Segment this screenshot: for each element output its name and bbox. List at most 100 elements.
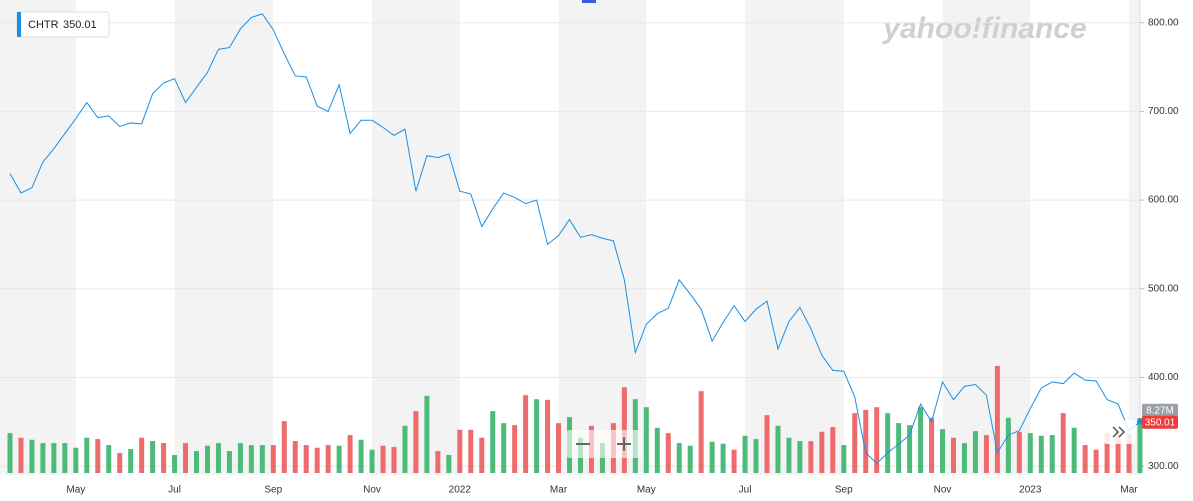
volume-bar	[1005, 417, 1011, 473]
period-band	[745, 0, 844, 475]
volume-bar	[874, 407, 880, 473]
volume-bar	[336, 445, 342, 473]
x-tick-label: Mar	[1120, 485, 1138, 496]
volume-bar	[654, 427, 660, 473]
volume-bar	[753, 439, 759, 473]
price-line	[9, 13, 1141, 465]
last-point	[1137, 418, 1143, 425]
volume-bar	[1104, 433, 1110, 473]
volume-bar	[940, 429, 946, 473]
volume-bar	[819, 431, 825, 473]
price-badge	[1142, 415, 1178, 429]
volume-bar	[1027, 433, 1033, 473]
volume-bar	[95, 439, 101, 473]
volume-bar	[226, 451, 232, 473]
volume-bar	[29, 439, 35, 473]
volume-bar	[1049, 435, 1055, 473]
volume-bar	[764, 415, 770, 473]
y-tick-label: 800.00	[1148, 17, 1179, 28]
volume-bar	[40, 443, 46, 473]
volume-bar	[994, 365, 1000, 473]
volume-bar	[139, 437, 145, 473]
volume-bar	[391, 447, 397, 473]
volume-bar	[731, 449, 737, 473]
y-tick-label: 700.00	[1148, 106, 1179, 117]
x-tick-label: May	[637, 485, 656, 496]
volume-bar	[490, 411, 496, 473]
volume-bar	[501, 423, 507, 473]
volume-bar	[1126, 433, 1132, 473]
volume-bar	[907, 425, 913, 473]
volume-bar	[424, 395, 430, 473]
expand-button[interactable]	[1104, 420, 1136, 444]
volume-bar	[852, 413, 858, 473]
background	[0, 0, 1141, 475]
volume-bar	[7, 433, 13, 473]
volume-bar	[972, 431, 978, 473]
volume-bar	[556, 423, 562, 473]
x-tick-label: Jul	[739, 485, 752, 496]
volume-bar	[84, 437, 90, 473]
volume-bar	[950, 437, 956, 473]
expand-icon[interactable]	[1112, 426, 1126, 438]
volume-bar	[380, 445, 386, 473]
x-tick-label: Nov	[363, 485, 381, 496]
volume-bar	[270, 445, 276, 473]
volume-bar	[435, 451, 441, 473]
volume-label: 8.27M	[1146, 405, 1174, 416]
volume-bar	[303, 445, 309, 473]
volume-bar	[929, 417, 935, 473]
volume-bar	[1071, 427, 1077, 473]
volume-bar	[172, 455, 178, 473]
x-tick-label: Sep	[835, 485, 853, 496]
volume-bar	[512, 425, 518, 473]
volume-bar	[347, 435, 353, 473]
volume-bar	[1016, 431, 1022, 473]
volume-bar	[204, 445, 210, 473]
volume-bar	[62, 443, 68, 473]
volume-bar	[73, 447, 79, 473]
volume-bar	[1038, 435, 1044, 473]
watermark: yahoo!finance	[881, 12, 1086, 45]
volume-bar	[742, 435, 748, 473]
volume-bar	[446, 455, 452, 473]
volume-bar	[479, 437, 485, 473]
volume-bar	[665, 433, 671, 473]
x-tick-label: 2023	[1019, 485, 1042, 496]
x-tick-label: Mar	[550, 485, 568, 496]
volume-bar	[51, 443, 57, 473]
volume-bar	[413, 411, 419, 473]
volume-bar	[599, 443, 605, 473]
volume-bar	[918, 407, 924, 473]
x-tick-label: May	[66, 485, 85, 496]
volume-bar	[643, 407, 649, 473]
zoom-in[interactable]	[617, 437, 631, 451]
y-tick-label: 500.00	[1148, 283, 1179, 294]
volume-bar	[841, 445, 847, 473]
legend-price: 350.01	[63, 19, 97, 31]
volume-bar	[402, 425, 408, 473]
volume-bar	[698, 391, 704, 473]
volume-bar	[709, 441, 715, 473]
volume-bar	[183, 443, 189, 473]
x-tick-label: 2022	[449, 485, 472, 496]
volume-bar	[128, 449, 134, 473]
x-tick-label: Sep	[264, 485, 282, 496]
volume-bar	[358, 439, 364, 473]
x-tick-label: Jul	[168, 485, 181, 496]
period-band	[1129, 0, 1140, 475]
volume-bar	[468, 429, 474, 473]
y-tick-label: 600.00	[1148, 195, 1179, 206]
period-band	[174, 0, 274, 475]
volume-bar	[1115, 433, 1121, 473]
volume-bar	[534, 399, 540, 473]
period-band	[942, 0, 1031, 475]
volume-bar	[523, 395, 529, 473]
volume-bar	[775, 425, 781, 473]
volume-bar	[106, 445, 112, 473]
volume-bar	[885, 413, 891, 473]
scroll-handle[interactable]	[582, 0, 596, 3]
price-label: 350.01	[1145, 417, 1176, 428]
